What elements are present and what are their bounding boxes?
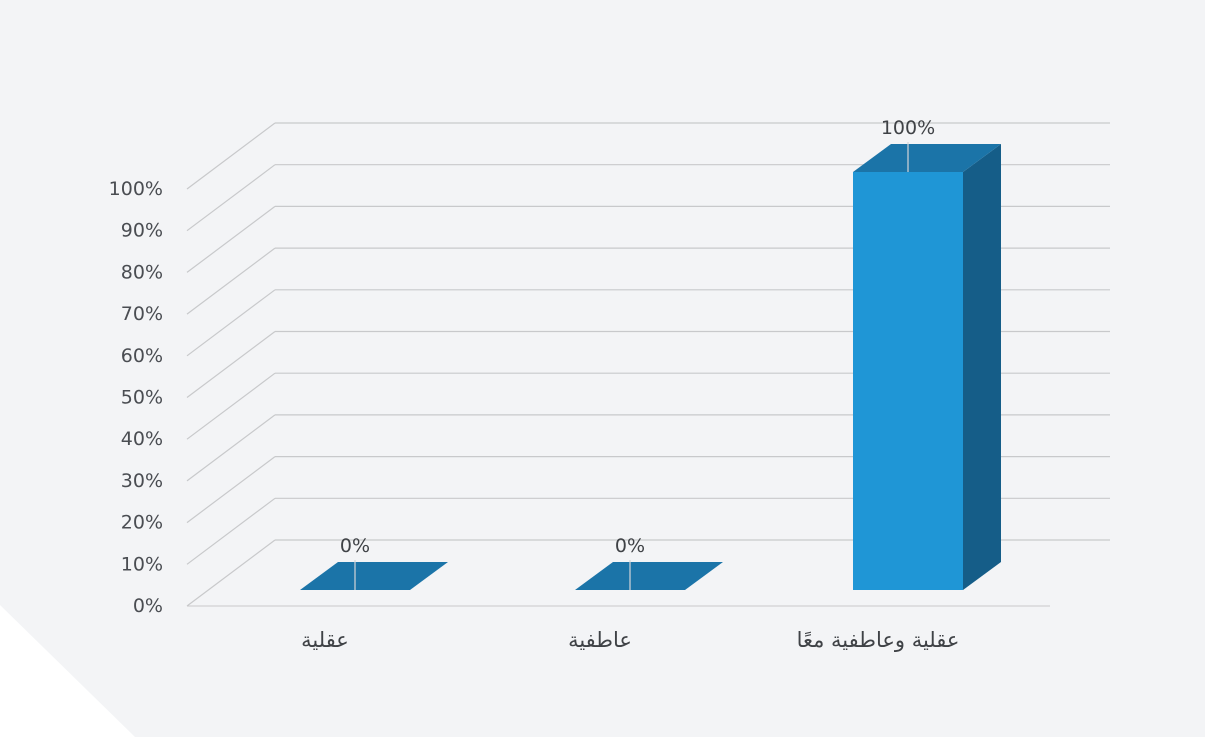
- gridline-side: [186, 164, 276, 232]
- gridline-side: [186, 539, 276, 607]
- data-label: 0%: [340, 535, 370, 557]
- gridline-side: [186, 372, 276, 440]
- gridline-side: [186, 205, 276, 273]
- y-tick-label: 40%: [121, 428, 163, 450]
- gridline-side: [186, 247, 276, 315]
- data-label: 0%: [615, 535, 645, 557]
- gridline-side: [186, 331, 276, 398]
- y-tick-label: 20%: [121, 512, 163, 534]
- bar-front-face: [853, 172, 963, 590]
- y-tick-label: 50%: [121, 387, 163, 409]
- gridline-side: [186, 414, 276, 482]
- y-tick-label: 70%: [121, 303, 163, 325]
- y-axis-ticks: 0% 10% 20% 30% 40% 50% 60% 70% 80% 90% 100%: [109, 178, 163, 617]
- y-tick-label: 60%: [121, 345, 163, 367]
- x-category-label: عقلية: [301, 628, 349, 652]
- y-tick-label: 90%: [121, 220, 163, 242]
- gridline-side: [186, 289, 276, 357]
- y-tick-label: 30%: [121, 470, 163, 492]
- gridline-side: [186, 456, 276, 524]
- y-tick-label: 0%: [133, 595, 163, 617]
- gridline-side: [186, 497, 276, 565]
- x-category-label: عقلية وعاطفية معًا: [797, 628, 960, 652]
- bar-side-face: [963, 144, 1001, 590]
- y-tick-label: 80%: [121, 261, 163, 283]
- x-axis-categories: عقلية عاطفية عقلية وعاطفية معًا: [301, 628, 959, 652]
- bar-top-face: [575, 562, 723, 590]
- bar-2: [575, 562, 723, 590]
- y-tick-label: 10%: [121, 553, 163, 575]
- y-tick-label: 100%: [109, 178, 163, 200]
- x-category-label: عاطفية: [568, 628, 632, 652]
- bar-3: [853, 144, 1001, 590]
- bars-layer: [300, 144, 1001, 590]
- data-label: 100%: [881, 117, 935, 139]
- bar-top-face: [300, 562, 448, 590]
- bar-1: [300, 562, 448, 590]
- data-labels-layer: 0% 0% 100%: [340, 117, 935, 590]
- bar-top-face: [853, 144, 1001, 172]
- gridline-side: [186, 122, 276, 190]
